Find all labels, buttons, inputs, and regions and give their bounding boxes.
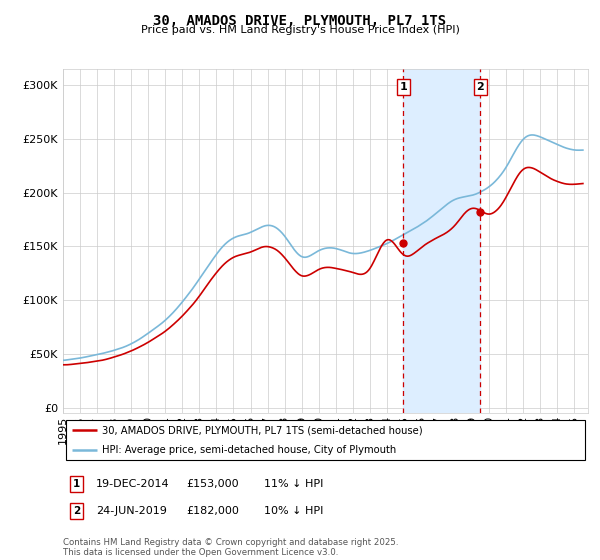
Text: £153,000: £153,000	[186, 479, 239, 489]
Text: 11% ↓ HPI: 11% ↓ HPI	[264, 479, 323, 489]
Text: HPI: Average price, semi-detached house, City of Plymouth: HPI: Average price, semi-detached house,…	[103, 445, 397, 455]
Text: £182,000: £182,000	[186, 506, 239, 516]
Text: 30, AMADOS DRIVE, PLYMOUTH, PL7 1TS (semi-detached house): 30, AMADOS DRIVE, PLYMOUTH, PL7 1TS (sem…	[103, 425, 423, 435]
Text: 1: 1	[400, 82, 407, 92]
Text: Contains HM Land Registry data © Crown copyright and database right 2025.
This d: Contains HM Land Registry data © Crown c…	[63, 538, 398, 557]
Text: 2: 2	[476, 82, 484, 92]
FancyBboxPatch shape	[65, 420, 586, 460]
Text: 19-DEC-2014: 19-DEC-2014	[96, 479, 170, 489]
Bar	[403, 69, 480, 413]
Text: 10% ↓ HPI: 10% ↓ HPI	[264, 506, 323, 516]
Text: Price paid vs. HM Land Registry's House Price Index (HPI): Price paid vs. HM Land Registry's House …	[140, 25, 460, 35]
Text: 2: 2	[73, 506, 80, 516]
Text: 30, AMADOS DRIVE, PLYMOUTH, PL7 1TS: 30, AMADOS DRIVE, PLYMOUTH, PL7 1TS	[154, 14, 446, 28]
Text: 1: 1	[73, 479, 80, 489]
Text: 24-JUN-2019: 24-JUN-2019	[96, 506, 167, 516]
